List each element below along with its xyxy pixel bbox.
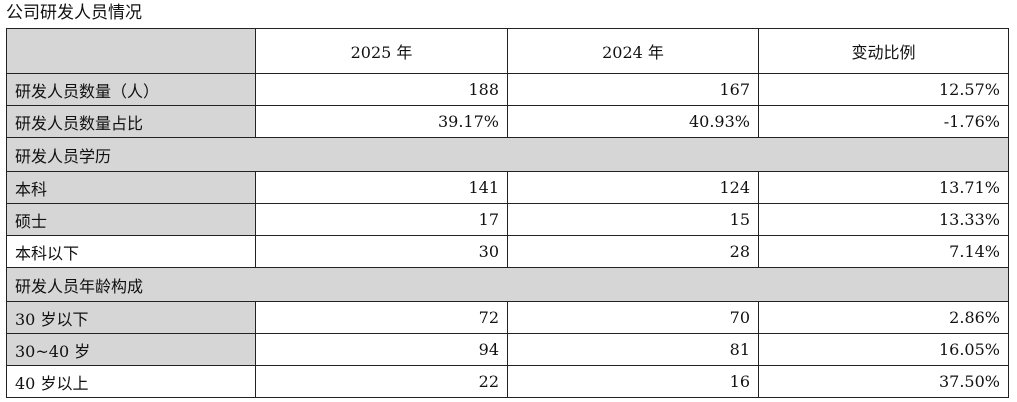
row-label: 本科以下: [6, 235, 256, 268]
row-label: 30 岁以下: [6, 301, 256, 334]
table-row: 30~40 岁 94 81 16.05%: [6, 333, 1009, 366]
section-title: 研发人员学历: [6, 137, 1009, 172]
cell-2024: 28: [507, 235, 759, 268]
header-row: 2025 年 2024 年 变动比例: [6, 28, 1009, 74]
cell-change: -1.76%: [758, 105, 1009, 138]
cell-2024: 124: [507, 171, 759, 204]
cell-2025: 141: [255, 171, 508, 204]
cell-change: 2.86%: [758, 301, 1009, 334]
cell-2025: 94: [255, 333, 508, 366]
cell-2025: 39.17%: [255, 105, 508, 138]
cell-change: 12.57%: [758, 73, 1009, 106]
rd-personnel-table: 2025 年 2024 年 变动比例 研发人员数量（人） 188 167 12.…: [6, 28, 1009, 398]
cell-2024: 81: [507, 333, 759, 366]
cell-2025: 22: [255, 365, 508, 398]
cell-change: 37.50%: [758, 365, 1009, 398]
row-label: 40 岁以上: [6, 365, 256, 398]
section-title: 研发人员年龄构成: [6, 267, 1009, 302]
table-caption: 公司研发人员情况: [6, 3, 142, 23]
cell-2024: 70: [507, 301, 759, 334]
cell-2025: 17: [255, 203, 508, 236]
row-label: 硕士: [6, 203, 256, 236]
table-row: 硕士 17 15 13.33%: [6, 203, 1009, 236]
row-label: 30~40 岁: [6, 333, 256, 366]
cell-2024: 16: [507, 365, 759, 398]
section-row-education: 研发人员学历: [6, 137, 1009, 172]
cell-2024: 15: [507, 203, 759, 236]
table-row: 40 岁以上 22 16 37.50%: [6, 365, 1009, 398]
cell-change: 13.71%: [758, 171, 1009, 204]
cell-change: 7.14%: [758, 235, 1009, 268]
cell-2025: 188: [255, 73, 508, 106]
cell-2024: 167: [507, 73, 759, 106]
row-label: 本科: [6, 171, 256, 204]
section-row-age: 研发人员年龄构成: [6, 267, 1009, 302]
cell-2025: 30: [255, 235, 508, 268]
table-row: 研发人员数量占比 39.17% 40.93% -1.76%: [6, 105, 1009, 138]
row-label: 研发人员数量（人）: [6, 73, 256, 106]
cell-2025: 72: [255, 301, 508, 334]
row-label: 研发人员数量占比: [6, 105, 256, 138]
header-corner-cell: [6, 28, 256, 74]
cell-change: 16.05%: [758, 333, 1009, 366]
header-change: 变动比例: [758, 28, 1009, 74]
table-row: 本科 141 124 13.71%: [6, 171, 1009, 204]
table-row: 本科以下 30 28 7.14%: [6, 235, 1009, 268]
header-2025: 2025 年: [255, 28, 508, 74]
cell-change: 13.33%: [758, 203, 1009, 236]
table-row: 30 岁以下 72 70 2.86%: [6, 301, 1009, 334]
table-row: 研发人员数量（人） 188 167 12.57%: [6, 73, 1009, 106]
header-2024: 2024 年: [507, 28, 759, 74]
cell-2024: 40.93%: [507, 105, 759, 138]
